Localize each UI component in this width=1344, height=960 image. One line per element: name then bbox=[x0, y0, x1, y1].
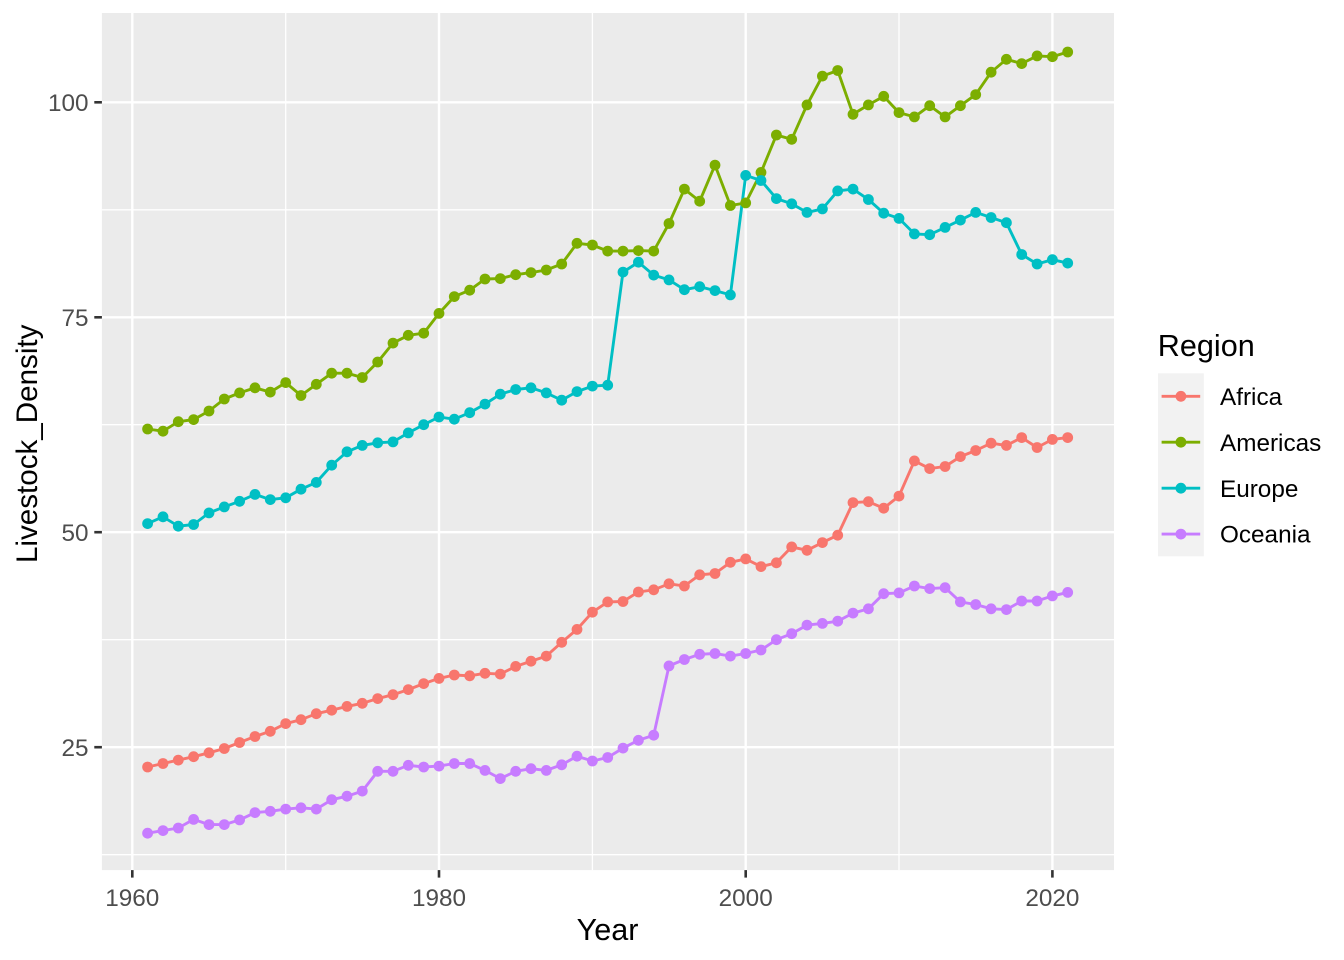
svg-text:Europe: Europe bbox=[1220, 476, 1298, 503]
svg-text:Americas: Americas bbox=[1220, 430, 1321, 457]
svg-text:1960: 1960 bbox=[105, 885, 159, 912]
svg-text:100: 100 bbox=[48, 90, 89, 117]
svg-text:50: 50 bbox=[61, 520, 88, 547]
svg-text:Region: Region bbox=[1158, 329, 1255, 363]
svg-text:25: 25 bbox=[61, 735, 88, 762]
svg-text:Oceania: Oceania bbox=[1220, 522, 1311, 549]
svg-text:75: 75 bbox=[61, 305, 88, 332]
svg-text:1980: 1980 bbox=[412, 885, 466, 912]
svg-text:2020: 2020 bbox=[1025, 885, 1079, 912]
svg-text:2000: 2000 bbox=[719, 885, 773, 912]
svg-text:Livestock_Density: Livestock_Density bbox=[11, 324, 44, 563]
svg-text:Africa: Africa bbox=[1220, 384, 1283, 411]
svg-text:Year: Year bbox=[577, 913, 639, 947]
